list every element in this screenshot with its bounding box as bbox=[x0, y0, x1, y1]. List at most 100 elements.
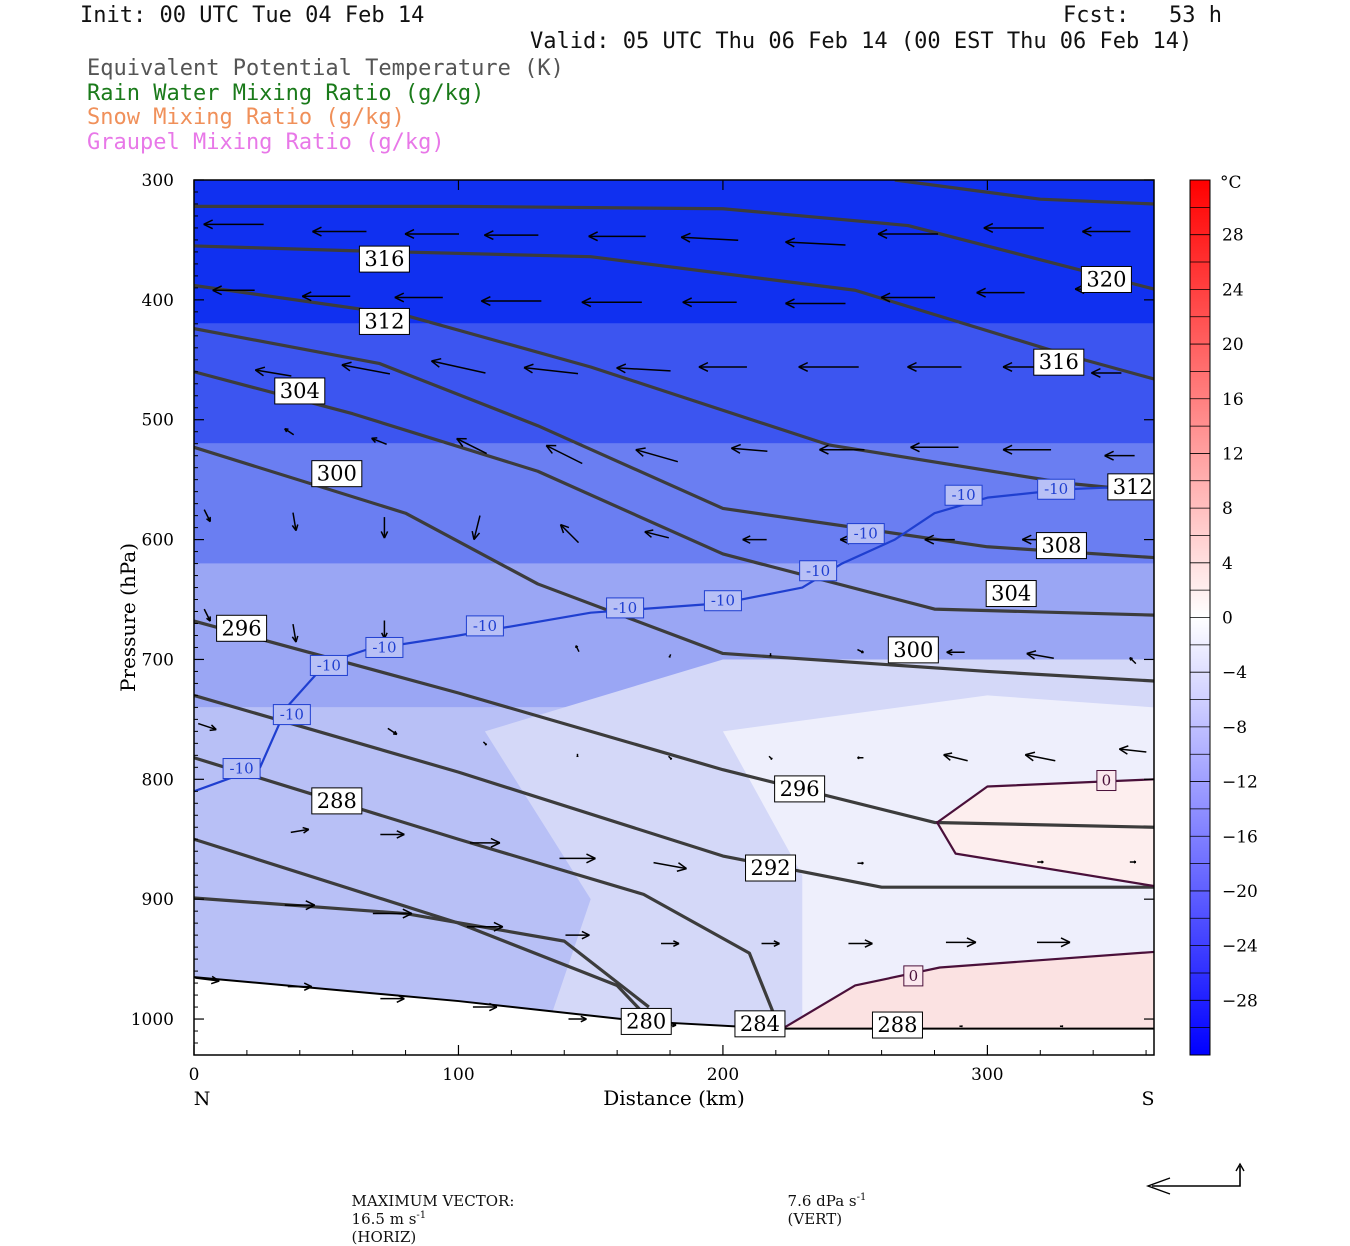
x-tick-label: 200 bbox=[707, 1065, 739, 1085]
temperature-band bbox=[194, 324, 1154, 444]
colorbar-unit: °C bbox=[1220, 173, 1242, 193]
theta-e-label-text: 316 bbox=[1039, 350, 1079, 374]
colorbar-tick-label: 4 bbox=[1222, 554, 1233, 574]
temperature-label: -10 bbox=[366, 637, 403, 657]
temperature-label-text: -10 bbox=[952, 486, 976, 504]
theta-e-label-text: 316 bbox=[364, 247, 404, 271]
wind-vector bbox=[770, 653, 771, 656]
max-vector-arrow-icon bbox=[1140, 1160, 1250, 1200]
max-horiz-exp: -1 bbox=[416, 1210, 426, 1221]
theta-e-label: 304 bbox=[986, 581, 1036, 607]
temperature-label-text: 0 bbox=[1102, 772, 1112, 790]
theta-e-label: 296 bbox=[217, 615, 267, 641]
theta-e-label-text: 280 bbox=[626, 1009, 666, 1033]
temperature-label-text: -10 bbox=[806, 562, 830, 580]
theta-e-label: 320 bbox=[1081, 266, 1131, 292]
temperature-label: -10 bbox=[223, 759, 260, 779]
x-end-label-south: S bbox=[1141, 1088, 1154, 1110]
temperature-label: -10 bbox=[945, 485, 982, 505]
temperature-label-text: -10 bbox=[711, 592, 735, 610]
wind-vector bbox=[857, 757, 863, 759]
theta-e-label-text: 284 bbox=[740, 1012, 780, 1036]
temperature-label-text: -10 bbox=[230, 760, 254, 778]
y-tick-label: 1000 bbox=[131, 1010, 174, 1030]
wind-vector bbox=[959, 1026, 962, 1027]
plot-area: -10 -10 -10 -10 -10 -10 -10 -10 -10 -10 -10 0 0 316 31… bbox=[194, 180, 1158, 1055]
theta-e-label-text: 308 bbox=[1041, 534, 1081, 558]
theta-e-label-text: 288 bbox=[317, 789, 357, 813]
y-tick-label: 300 bbox=[142, 171, 174, 191]
max-vector-legend: MAXIMUM VECTOR: 16.5 m s-1 (HORIZ) bbox=[342, 1174, 524, 1246]
theta-e-label-text: 300 bbox=[893, 638, 933, 662]
wind-vector bbox=[1130, 861, 1136, 863]
theta-e-label: 288 bbox=[872, 1012, 922, 1038]
theta-e-label-text: 296 bbox=[780, 777, 820, 801]
wind-vector bbox=[1037, 861, 1043, 863]
theta-e-label-text: 312 bbox=[1113, 475, 1153, 499]
colorbar-tick-label: 12 bbox=[1222, 444, 1244, 464]
theta-e-label-text: 288 bbox=[877, 1013, 917, 1037]
y-tick-label: 400 bbox=[142, 291, 174, 311]
theta-e-label-text: 320 bbox=[1086, 267, 1126, 291]
theta-e-label-text: 300 bbox=[317, 462, 357, 486]
theta-e-label: 280 bbox=[621, 1008, 671, 1034]
y-tick-label: 700 bbox=[142, 650, 174, 670]
colorbar-tick-label: 20 bbox=[1222, 335, 1244, 355]
x-tick-label: 300 bbox=[971, 1065, 1003, 1085]
theta-e-label-text: 292 bbox=[750, 856, 790, 880]
temperature-label: -10 bbox=[466, 616, 503, 636]
colorbar-tick-label: 24 bbox=[1222, 280, 1244, 300]
theta-e-label-text: 296 bbox=[222, 616, 262, 640]
colorbar-tick-label: 16 bbox=[1222, 390, 1244, 410]
temperature-label: 0 bbox=[904, 966, 923, 986]
theta-e-label: 296 bbox=[775, 776, 825, 802]
temperature-label: -10 bbox=[607, 598, 644, 618]
theta-e-label: 284 bbox=[735, 1011, 785, 1037]
max-vert-exp: -1 bbox=[857, 1192, 867, 1203]
cross-section-chart: -10-10-10-10-10-10-10-10-10-10-100031631… bbox=[0, 0, 1350, 1200]
theta-e-label: 308 bbox=[1036, 533, 1086, 559]
colorbar-tick-label: −20 bbox=[1222, 882, 1258, 902]
max-vector-label: MAXIMUM VECTOR: bbox=[352, 1192, 515, 1210]
y-tick-label: 900 bbox=[142, 890, 174, 910]
temperature-label: -10 bbox=[310, 655, 347, 675]
theta-e-label: 312 bbox=[1108, 474, 1158, 500]
colorbar-tick-label: −28 bbox=[1222, 991, 1258, 1011]
y-axis-label: Pressure (hPa) bbox=[116, 543, 140, 692]
theta-e-label: 316 bbox=[359, 246, 409, 272]
max-horiz-value: 16.5 m s bbox=[352, 1210, 417, 1228]
y-tick-label: 600 bbox=[142, 531, 174, 551]
temperature-label: -10 bbox=[800, 561, 837, 581]
colorbar-tick-label: −4 bbox=[1222, 663, 1247, 683]
colorbar-tick-label: 28 bbox=[1222, 226, 1244, 246]
max-vert-value: 7.6 dPa s bbox=[788, 1192, 857, 1210]
x-axis-label: Distance (km) bbox=[603, 1086, 745, 1110]
theta-e-label: 304 bbox=[275, 378, 325, 404]
y-tick-label: 800 bbox=[142, 770, 174, 790]
temperature-label-text: -10 bbox=[372, 638, 396, 656]
temperature-label-text: -10 bbox=[854, 525, 878, 543]
colorbar-tick-label: −8 bbox=[1222, 718, 1247, 738]
colorbar-tick-label: −24 bbox=[1222, 937, 1258, 957]
theta-e-label-text: 312 bbox=[364, 309, 404, 333]
temperature-label: -10 bbox=[704, 591, 741, 611]
max-horiz-tag: (HORIZ) bbox=[352, 1228, 417, 1246]
temperature-label: 0 bbox=[1097, 771, 1116, 791]
theta-e-label-text: 304 bbox=[280, 379, 320, 403]
temperature-label-text: -10 bbox=[473, 617, 497, 635]
colorbar-tick-label: −16 bbox=[1222, 827, 1258, 847]
temperature-label-text: -10 bbox=[1044, 480, 1068, 498]
theta-e-label: 288 bbox=[312, 788, 362, 814]
colorbar-tick-label: 0 bbox=[1222, 609, 1233, 629]
theta-e-label: 316 bbox=[1034, 349, 1084, 375]
colorbar: 28 24 20 16 12 8 4 0 −4 −8 −12 −16 −20 −24 −28 °C bbox=[1190, 173, 1258, 1055]
x-tick-label: 0 bbox=[189, 1065, 200, 1085]
temperature-label: -10 bbox=[273, 705, 310, 725]
x-end-label-north: N bbox=[194, 1088, 211, 1110]
max-vert-tag: (VERT) bbox=[788, 1210, 843, 1228]
temperature-label-text: -10 bbox=[317, 656, 341, 674]
temperature-label: -10 bbox=[1038, 479, 1075, 499]
colorbar-tick-label: −12 bbox=[1222, 773, 1258, 793]
theta-e-label: 300 bbox=[312, 461, 362, 487]
colorbar-tick-label: 8 bbox=[1222, 499, 1233, 519]
